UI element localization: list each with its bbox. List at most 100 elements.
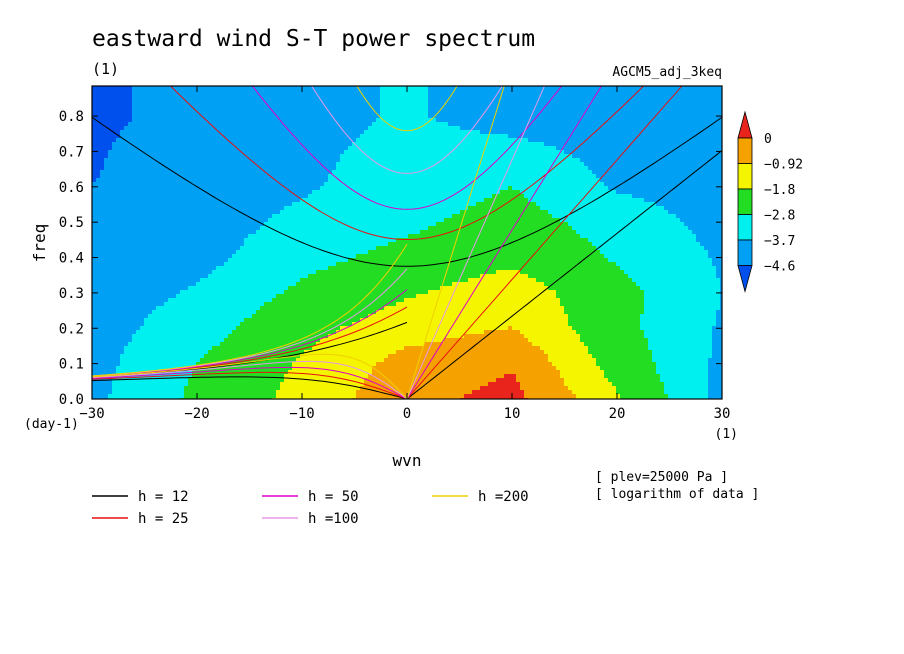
field-cell xyxy=(204,242,209,247)
field-cell xyxy=(92,86,97,91)
field-cell xyxy=(200,190,205,195)
field-cell xyxy=(284,302,289,307)
field-cell xyxy=(236,326,241,331)
field-cell xyxy=(156,318,161,323)
field-cell xyxy=(120,390,125,395)
field-cell xyxy=(256,114,261,119)
field-cell xyxy=(92,290,97,295)
field-cell xyxy=(284,90,289,95)
field-cell xyxy=(140,234,145,239)
field-cell xyxy=(272,206,277,211)
field-cell xyxy=(104,86,109,91)
field-cell xyxy=(116,150,121,155)
field-cell xyxy=(340,270,345,275)
field-cell xyxy=(308,382,313,387)
field-cell xyxy=(208,134,213,139)
field-cell xyxy=(300,250,305,255)
field-cell xyxy=(112,218,117,223)
field-cell xyxy=(160,122,165,127)
field-cell xyxy=(248,178,253,183)
field-cell xyxy=(216,198,221,203)
field-cell xyxy=(152,102,157,107)
field-cell xyxy=(264,306,269,311)
field-cell xyxy=(284,182,289,187)
field-cell xyxy=(340,142,345,147)
field-cell xyxy=(248,378,253,383)
field-cell xyxy=(216,246,221,251)
field-cell xyxy=(300,262,305,267)
field-cell xyxy=(204,302,209,307)
field-cell xyxy=(220,210,225,215)
field-cell xyxy=(112,94,117,99)
field-cell xyxy=(236,142,241,147)
field-cell xyxy=(324,202,329,207)
field-cell xyxy=(316,358,321,363)
field-cell xyxy=(188,202,193,207)
field-cell xyxy=(296,234,301,239)
field-cell xyxy=(168,234,173,239)
field-cell xyxy=(284,190,289,195)
field-cell xyxy=(260,110,265,115)
field-cell xyxy=(320,106,325,111)
field-cell xyxy=(236,374,241,379)
field-cell xyxy=(148,266,153,271)
field-cell xyxy=(248,170,253,175)
field-cell xyxy=(180,210,185,215)
field-cell xyxy=(296,246,301,251)
field-cell xyxy=(224,230,229,235)
field-cell xyxy=(284,350,289,355)
field-cell xyxy=(324,362,329,367)
field-cell xyxy=(156,362,161,367)
field-cell xyxy=(164,214,169,219)
field-cell xyxy=(204,94,209,99)
field-cell xyxy=(164,314,169,319)
field-cell xyxy=(296,158,301,163)
field-cell xyxy=(284,254,289,259)
field-cell xyxy=(168,86,173,91)
field-cell xyxy=(272,170,277,175)
field-cell xyxy=(288,218,293,223)
field-cell xyxy=(168,242,173,247)
field-cell xyxy=(320,266,325,271)
field-cell xyxy=(332,358,337,363)
field-cell xyxy=(328,234,333,239)
field-cell xyxy=(100,182,105,187)
field-cell xyxy=(252,242,257,247)
field-cell xyxy=(132,306,137,311)
field-cell xyxy=(236,222,241,227)
field-cell xyxy=(304,378,309,383)
field-cell xyxy=(312,374,317,379)
field-cell xyxy=(120,142,125,147)
field-cell xyxy=(136,262,141,267)
field-cell xyxy=(308,174,313,179)
field-cell xyxy=(276,254,281,259)
field-cell xyxy=(248,258,253,263)
field-cell xyxy=(148,354,153,359)
field-cell xyxy=(212,122,217,127)
field-cell xyxy=(240,166,245,171)
field-cell xyxy=(332,126,337,131)
field-cell xyxy=(248,278,253,283)
field-cell xyxy=(260,234,265,239)
field-cell xyxy=(308,290,313,295)
field-cell xyxy=(236,366,241,371)
field-cell xyxy=(172,98,177,103)
field-cell xyxy=(252,90,257,95)
field-cell xyxy=(320,166,325,171)
field-cell xyxy=(152,182,157,187)
field-cell xyxy=(176,242,181,247)
field-cell xyxy=(156,262,161,267)
field-cell xyxy=(256,182,261,187)
field-cell xyxy=(116,198,121,203)
field-cell xyxy=(260,142,265,147)
field-cell xyxy=(324,190,329,195)
field-cell xyxy=(332,146,337,151)
field-cell xyxy=(192,118,197,123)
field-cell xyxy=(336,118,341,123)
field-cell xyxy=(152,118,157,123)
field-cell xyxy=(224,242,229,247)
field-cell xyxy=(172,386,177,391)
field-cell xyxy=(228,122,233,127)
field-cell xyxy=(256,246,261,251)
field-cell xyxy=(180,174,185,179)
